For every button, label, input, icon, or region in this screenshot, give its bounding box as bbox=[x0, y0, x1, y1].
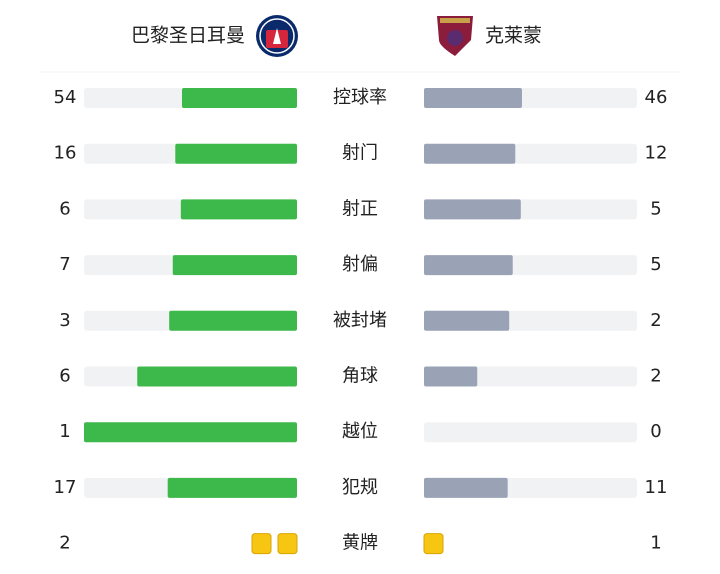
home-team: 巴黎圣日耳曼 bbox=[131, 25, 245, 47]
away-value: 0 bbox=[650, 421, 661, 442]
home-bar bbox=[180, 199, 297, 220]
stat-label: 犯规 bbox=[342, 477, 378, 498]
home-bar bbox=[84, 422, 297, 443]
yellow-card bbox=[251, 533, 272, 555]
home-value: 3 bbox=[59, 310, 70, 331]
away-bar bbox=[424, 199, 521, 220]
away-bar bbox=[424, 255, 513, 276]
home-value: 6 bbox=[59, 198, 70, 219]
stat-label: 黄牌 bbox=[342, 533, 378, 554]
away-bar bbox=[424, 143, 516, 164]
home-logo bbox=[256, 15, 298, 57]
home-bar bbox=[137, 366, 297, 387]
home-value: 6 bbox=[59, 366, 70, 387]
home-value: 7 bbox=[59, 254, 70, 275]
away-value: 2 bbox=[650, 366, 661, 387]
away-logo bbox=[437, 16, 473, 56]
away-bar bbox=[424, 366, 478, 387]
stat-label: 越位 bbox=[342, 421, 378, 442]
home-bar bbox=[181, 88, 297, 108]
away-bar bbox=[424, 88, 522, 108]
stat-label: 控球率 bbox=[333, 87, 387, 108]
home-bar bbox=[169, 310, 297, 331]
yellow-card bbox=[277, 533, 298, 555]
away-value: 5 bbox=[650, 198, 661, 219]
home-value: 17 bbox=[54, 477, 77, 498]
home-bar bbox=[175, 143, 297, 164]
home-bar bbox=[172, 255, 297, 276]
away-value: 5 bbox=[650, 254, 661, 275]
stat-label: 角球 bbox=[342, 366, 378, 387]
home-value: 2 bbox=[59, 533, 70, 554]
home-bar bbox=[167, 477, 297, 498]
stat-label: 被封堵 bbox=[333, 310, 387, 331]
away-value: 11 bbox=[645, 477, 668, 498]
away-bar bbox=[424, 477, 508, 498]
home-value: 54 bbox=[54, 87, 77, 108]
away-bar bbox=[424, 310, 510, 331]
stat-label: 射偏 bbox=[342, 254, 378, 275]
home-value: 1 bbox=[59, 421, 70, 442]
home-value: 16 bbox=[54, 143, 77, 164]
track bbox=[424, 422, 637, 443]
away-value: 46 bbox=[645, 87, 668, 108]
stat-label: 射正 bbox=[342, 198, 378, 219]
away-value: 12 bbox=[645, 143, 668, 164]
stat-label: 射门 bbox=[342, 143, 378, 164]
away-value: 2 bbox=[650, 310, 661, 331]
away-team: 克莱蒙 bbox=[485, 25, 542, 47]
away-value: 1 bbox=[650, 533, 661, 554]
yellow-card bbox=[423, 533, 444, 555]
